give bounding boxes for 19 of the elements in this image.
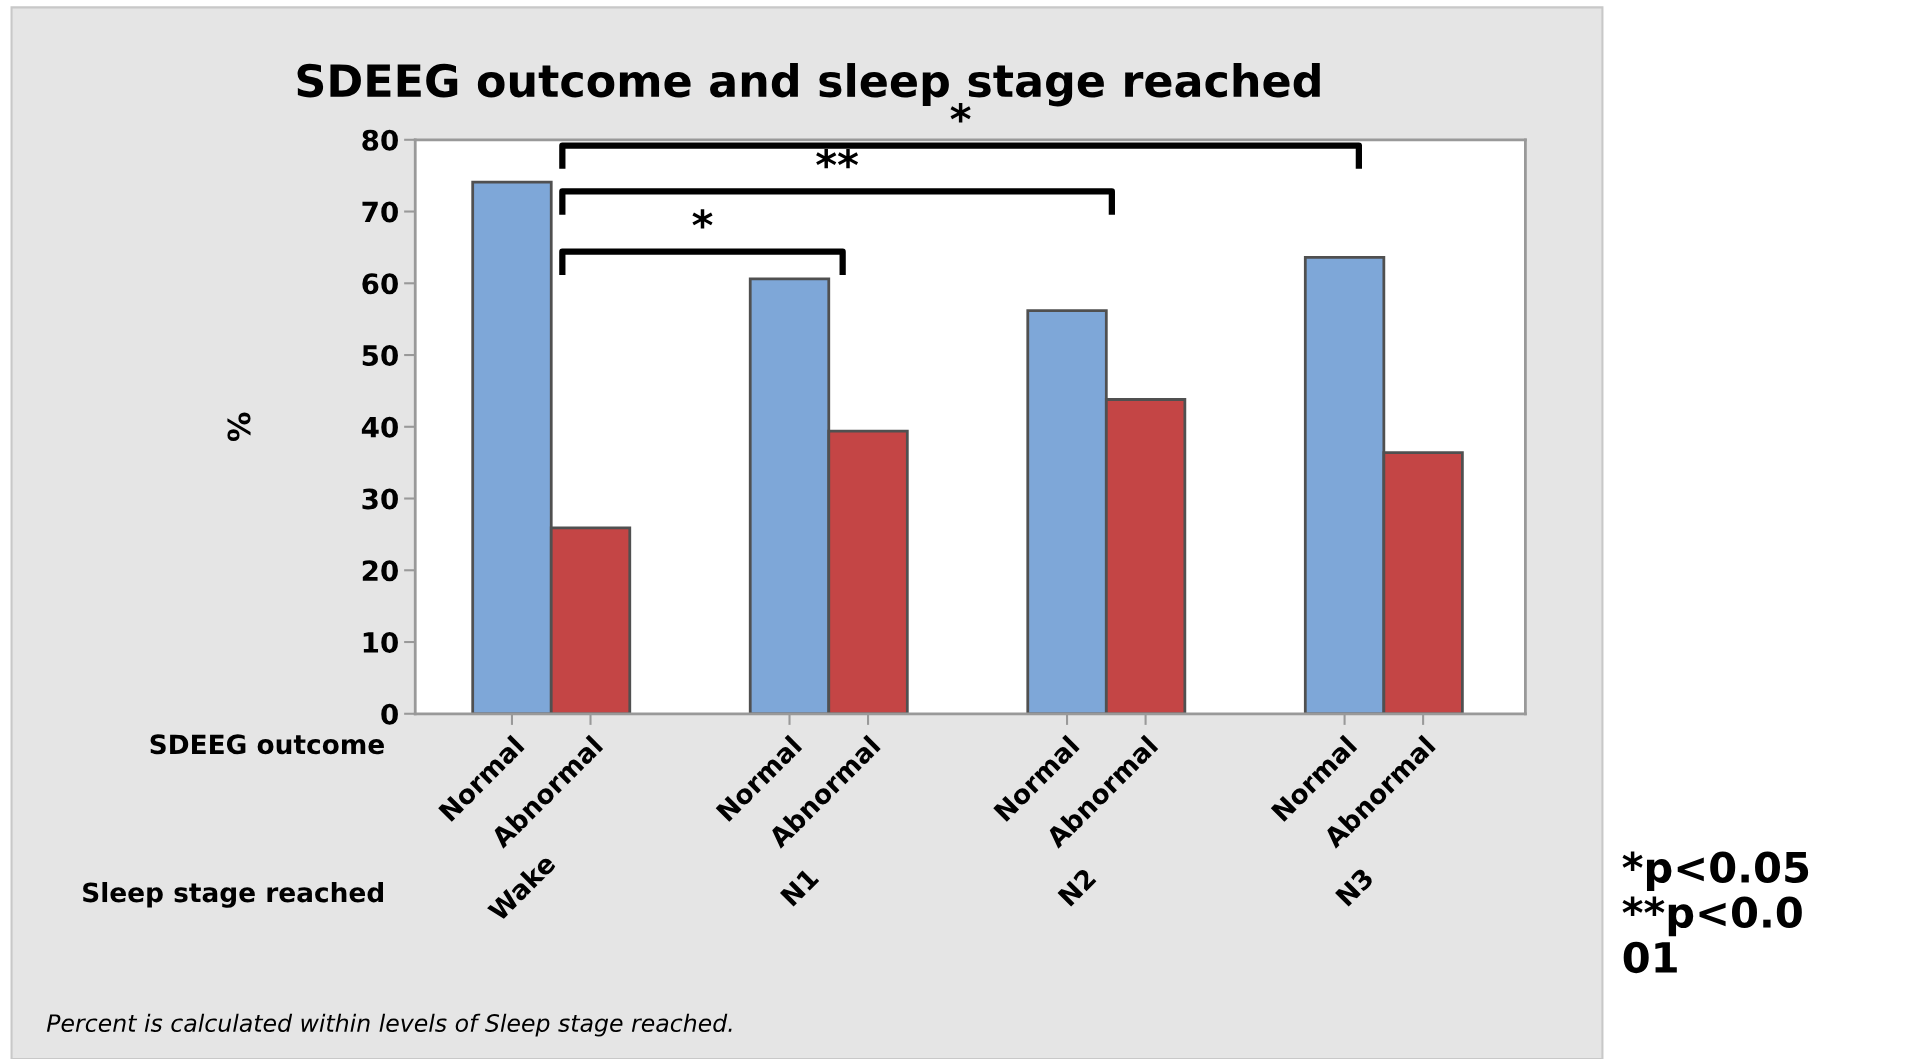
- y-tick-label: 30: [362, 488, 398, 510]
- text: Sleep stage reached: [83, 881, 383, 908]
- y-tick-label: 40: [361, 416, 398, 438]
- x-tick-label: N2: [1057, 867, 1097, 907]
- text: SDEEG outcome: [150, 734, 384, 755]
- y-tick-label: 50: [362, 344, 398, 366]
- y-tick-label: 60: [362, 273, 398, 295]
- y-tick-label: 0: [381, 703, 398, 725]
- y-tick-label: 20: [362, 560, 398, 582]
- y-tick-label: 80: [362, 129, 398, 151]
- x-tick-label: N3: [1334, 867, 1375, 907]
- y-axis-title: %: [227, 412, 251, 442]
- y-tick-label: 10: [363, 631, 398, 653]
- annotation: *: [692, 209, 713, 229]
- text: Percent is calculated within levels of Sleep stage reached.: [46, 1013, 732, 1037]
- x-tick-label: N1: [779, 867, 820, 907]
- annotation: **: [816, 148, 859, 169]
- y-tick-label: 70: [362, 201, 398, 223]
- text: *p<0.05 **p<0.0 01: [1622, 851, 1809, 974]
